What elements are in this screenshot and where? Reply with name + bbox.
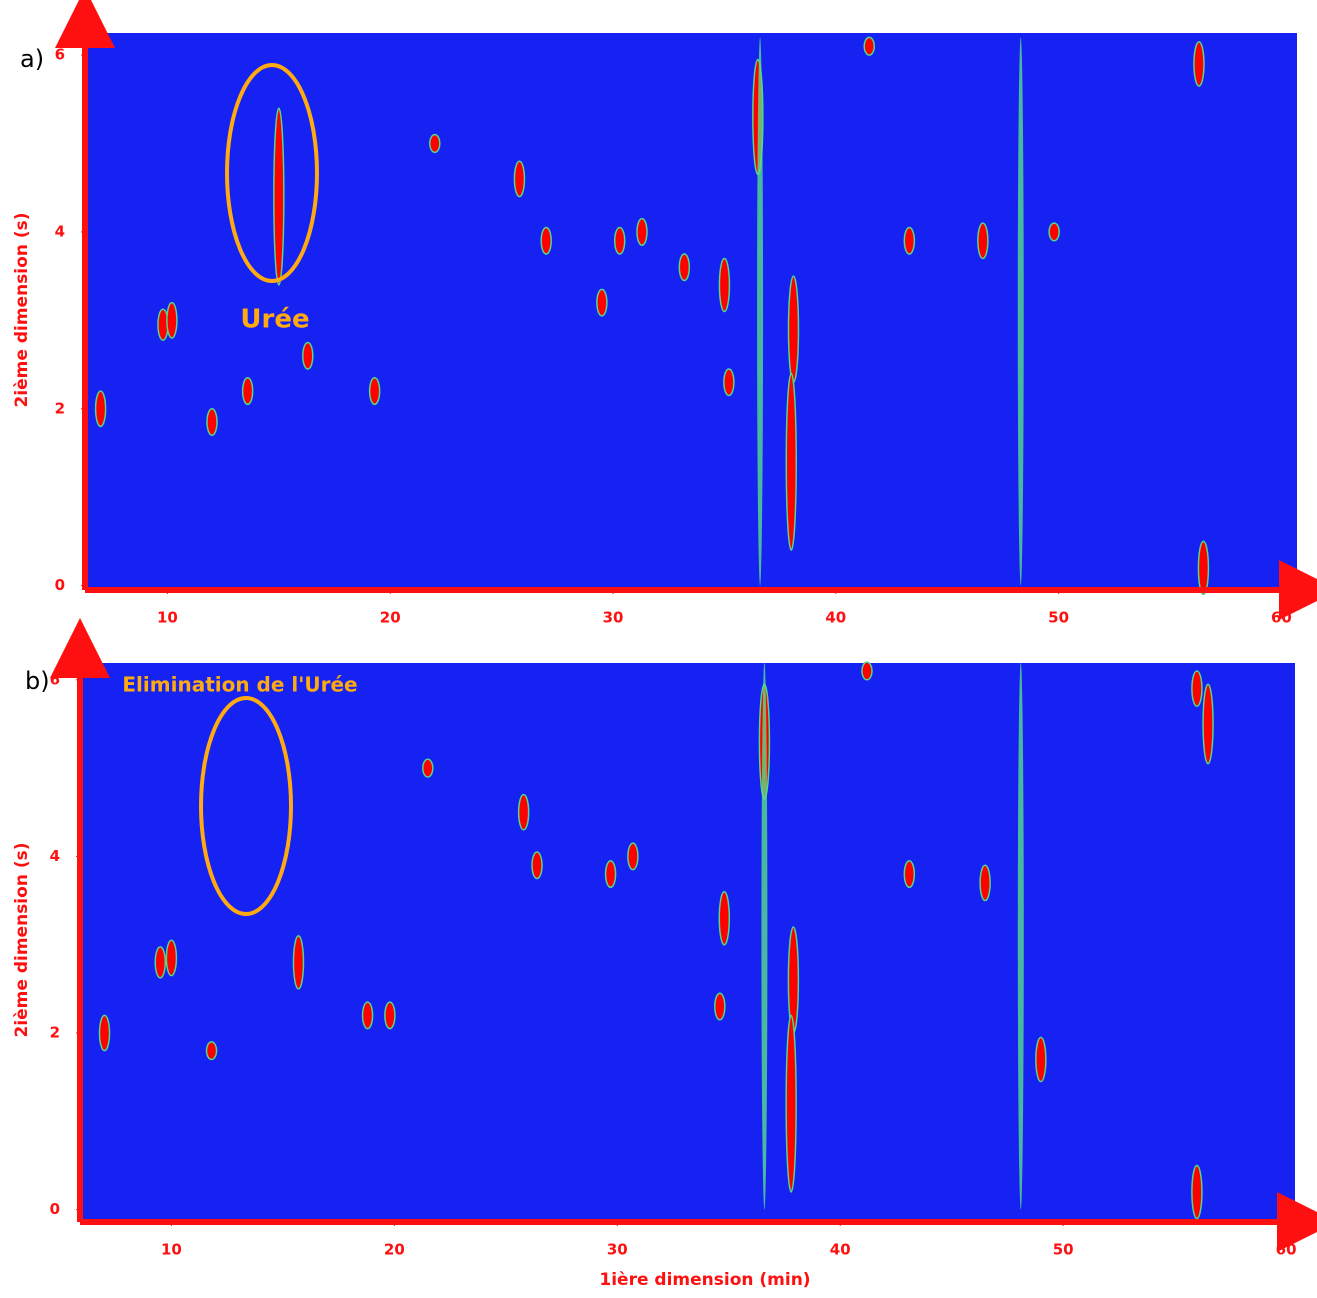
peak bbox=[787, 275, 800, 383]
x-tick-label: 40 bbox=[830, 1241, 851, 1259]
peak bbox=[596, 288, 608, 317]
peak bbox=[154, 946, 167, 979]
y-tick-label: 0 bbox=[50, 1200, 60, 1218]
peak bbox=[977, 222, 989, 260]
y-axis-title: 2ième dimension (s) bbox=[12, 843, 32, 1038]
peak bbox=[979, 864, 991, 902]
y-tick-label: 0 bbox=[55, 576, 65, 594]
peak bbox=[292, 935, 305, 990]
peak bbox=[384, 1001, 396, 1030]
annotation-ring bbox=[199, 696, 293, 916]
peak bbox=[678, 253, 691, 282]
x-tick-label: 10 bbox=[161, 1241, 182, 1259]
peak bbox=[903, 860, 916, 889]
peak bbox=[723, 368, 735, 397]
annotation: Elimination de l'Urée bbox=[122, 673, 357, 697]
peak bbox=[1193, 41, 1205, 87]
x-tick-label: 50 bbox=[1053, 1241, 1074, 1259]
plot-background bbox=[80, 663, 1295, 1222]
y-tick-label: 6 bbox=[50, 670, 60, 688]
peak bbox=[166, 301, 178, 339]
y-tick-label: 4 bbox=[50, 847, 60, 865]
peak bbox=[718, 890, 731, 946]
y-tick-label: 2 bbox=[55, 399, 65, 417]
peak bbox=[513, 160, 526, 198]
peak bbox=[627, 842, 639, 871]
peak bbox=[531, 851, 543, 880]
plot-background bbox=[85, 33, 1297, 590]
peak bbox=[636, 217, 648, 246]
peak bbox=[761, 662, 768, 1210]
peak bbox=[1017, 37, 1024, 586]
peak bbox=[165, 939, 178, 977]
peak bbox=[540, 226, 552, 255]
peak bbox=[368, 377, 381, 406]
peak bbox=[903, 226, 916, 255]
x-tick-label: 20 bbox=[380, 609, 401, 627]
peak bbox=[1035, 1036, 1047, 1083]
peak bbox=[757, 37, 764, 586]
peak bbox=[206, 408, 218, 437]
y-tick-label: 2 bbox=[50, 1024, 60, 1042]
peak bbox=[429, 133, 441, 154]
peak bbox=[785, 1014, 797, 1193]
x-tick-label: 30 bbox=[607, 1241, 628, 1259]
peak bbox=[1191, 670, 1203, 708]
peak bbox=[422, 758, 434, 778]
peak bbox=[517, 793, 530, 831]
peak bbox=[1197, 540, 1210, 596]
x-tick-label: 50 bbox=[1048, 609, 1069, 627]
annotation: Urée bbox=[240, 305, 309, 335]
peak bbox=[361, 1001, 374, 1030]
y-tick-label: 6 bbox=[55, 46, 65, 64]
panel-label: b) bbox=[25, 667, 50, 695]
peak bbox=[718, 257, 731, 313]
peak bbox=[785, 372, 798, 551]
x-tick-label: 60 bbox=[1271, 609, 1292, 627]
peak bbox=[861, 661, 873, 681]
peak bbox=[94, 390, 107, 428]
peak bbox=[1191, 1164, 1203, 1220]
peak bbox=[302, 341, 314, 370]
peak bbox=[604, 860, 617, 889]
x-tick-label: 40 bbox=[825, 609, 846, 627]
peak bbox=[863, 36, 875, 56]
y-axis-title: 2ième dimension (s) bbox=[12, 213, 32, 408]
x-tick-label: 10 bbox=[157, 609, 178, 627]
peak bbox=[1202, 683, 1214, 765]
peak bbox=[273, 107, 285, 286]
panel-label: a) bbox=[20, 45, 44, 73]
y-tick-label: 4 bbox=[55, 222, 65, 240]
peak bbox=[1048, 222, 1060, 242]
x-tick-label: 20 bbox=[384, 1241, 405, 1259]
peak bbox=[98, 1014, 111, 1052]
peak bbox=[241, 377, 254, 406]
peak bbox=[714, 992, 726, 1021]
peak bbox=[613, 226, 626, 255]
x-axis-title: 1ière dimension (min) bbox=[599, 1270, 810, 1290]
x-tick-label: 60 bbox=[1276, 1241, 1297, 1259]
peak bbox=[1017, 662, 1024, 1210]
x-tick-label: 30 bbox=[603, 609, 624, 627]
annotation-ring bbox=[225, 63, 319, 283]
peak bbox=[205, 1041, 218, 1061]
